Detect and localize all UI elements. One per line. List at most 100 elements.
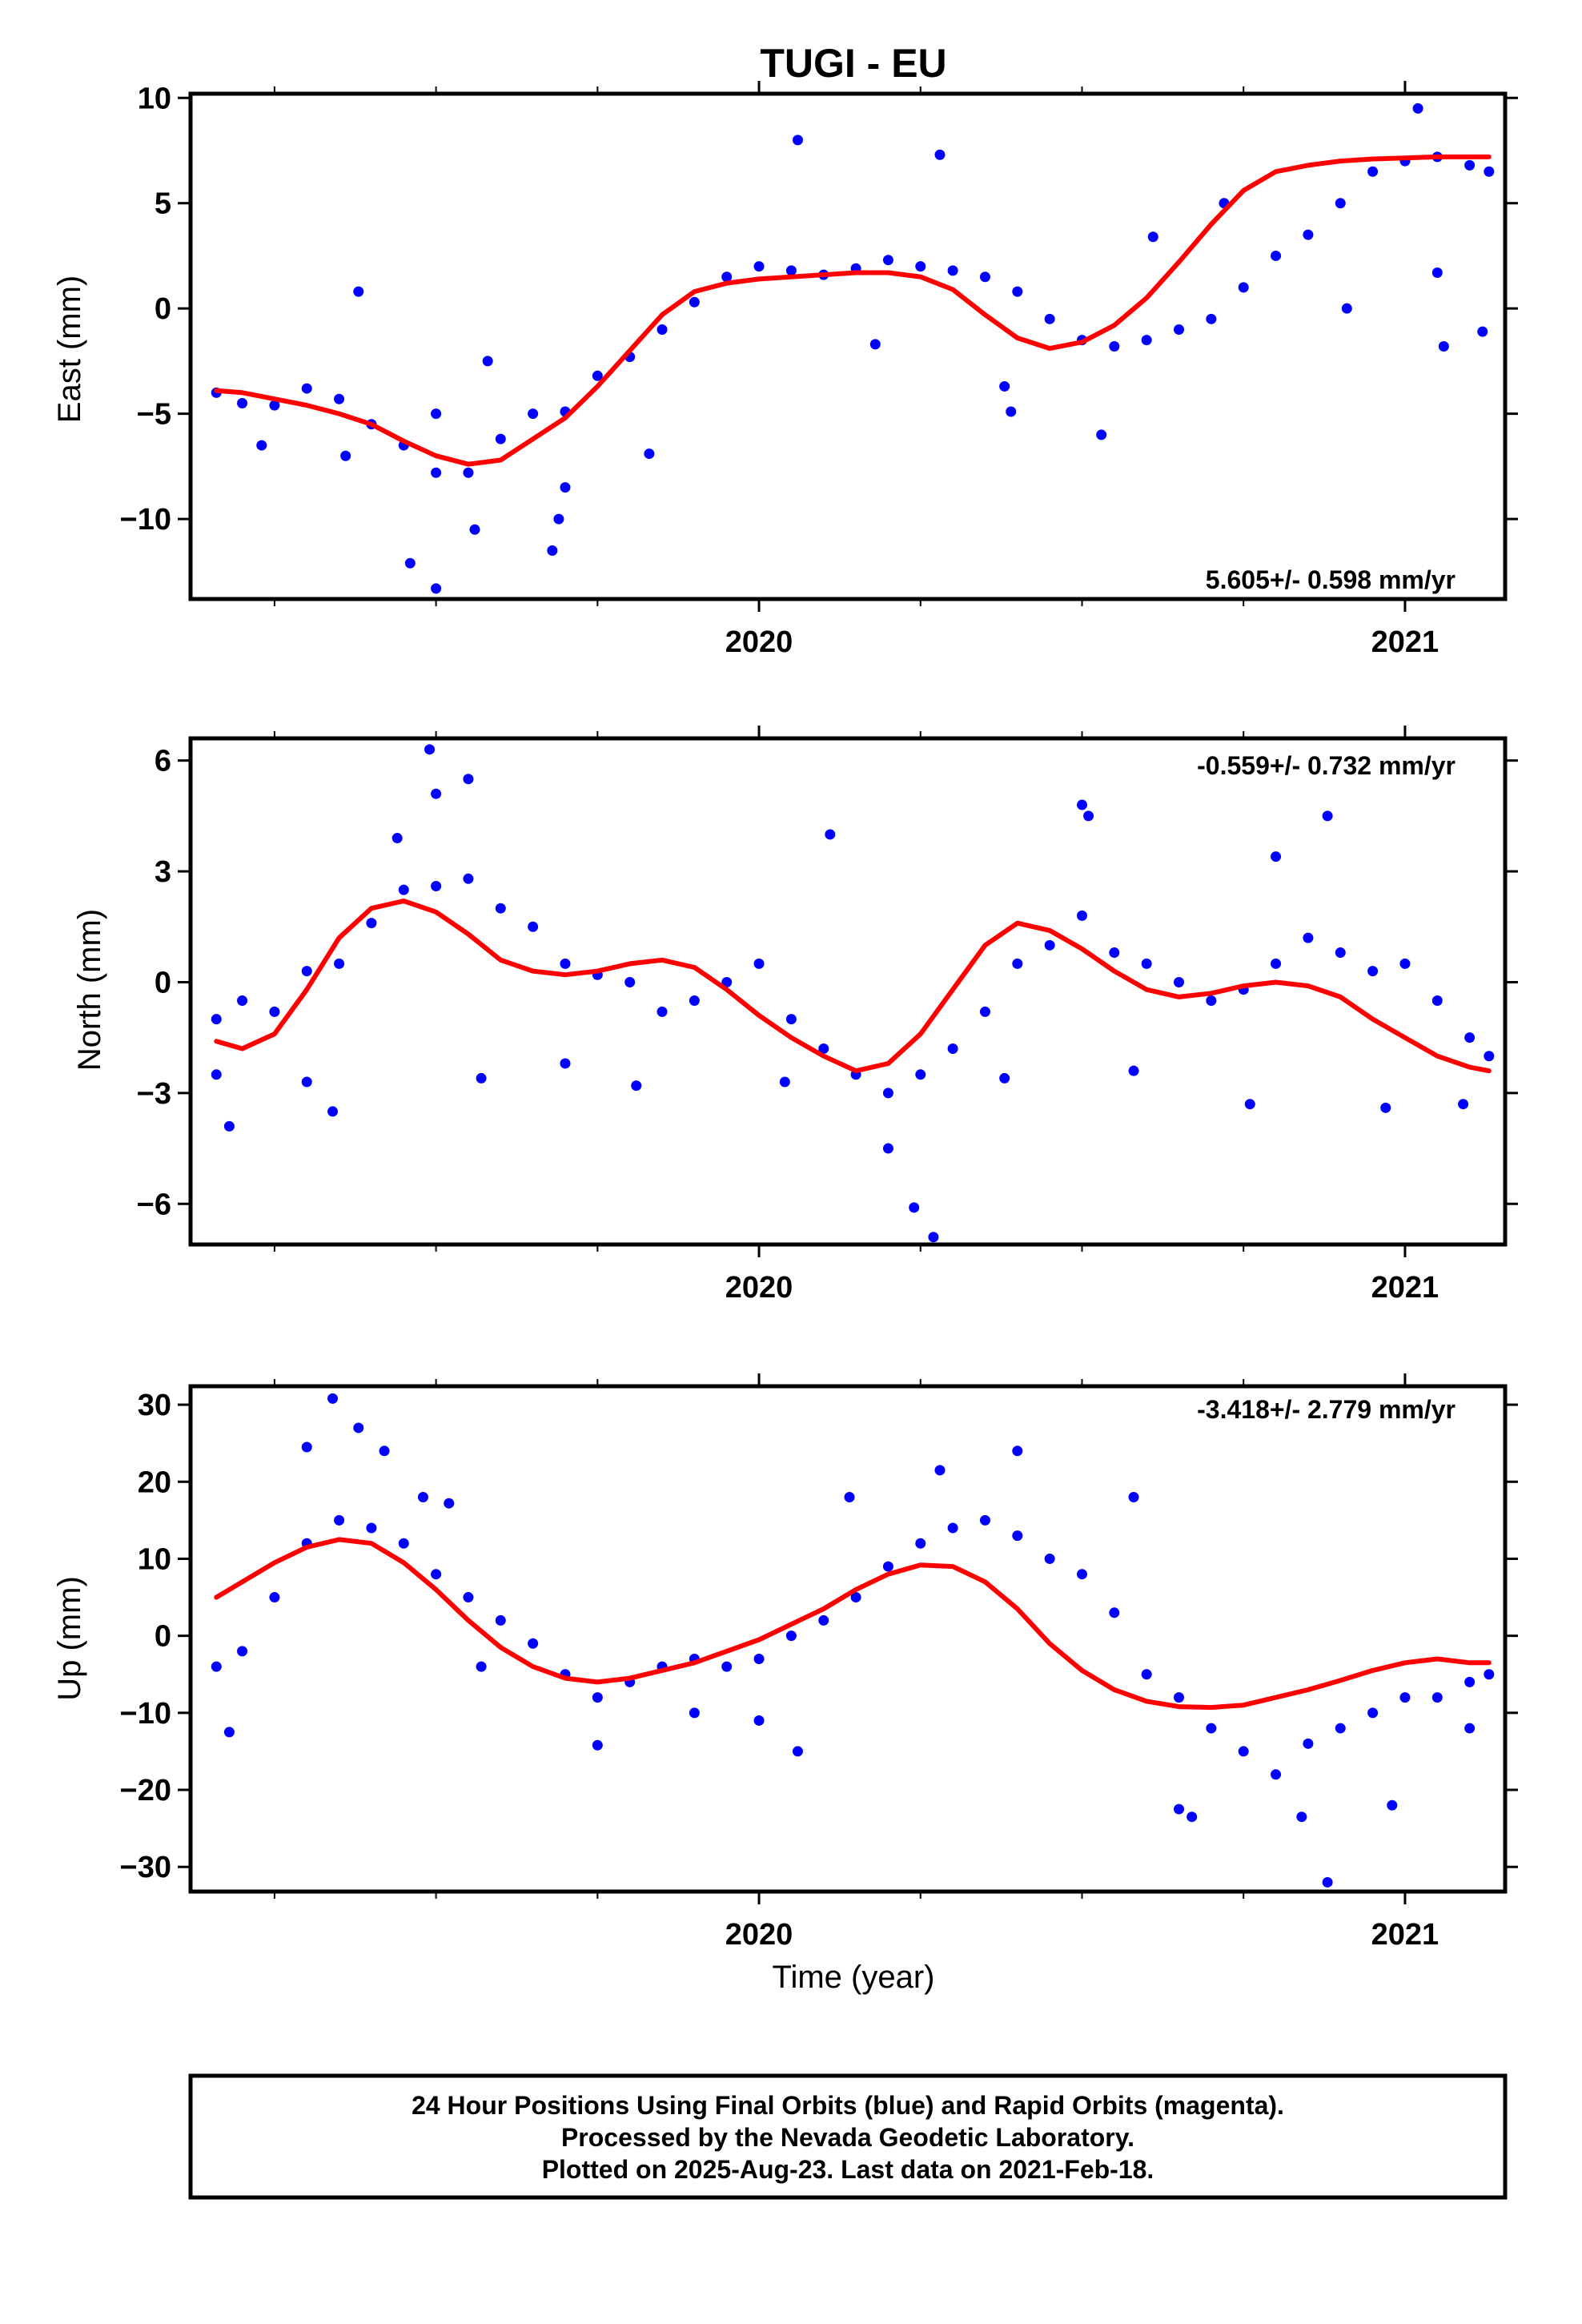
east-data-point: [463, 467, 474, 478]
up-data-point: [915, 1538, 926, 1549]
east-data-point: [934, 149, 946, 160]
up-data-point: [689, 1707, 700, 1719]
up-data-point: [1012, 1445, 1023, 1457]
east-data-point: [1484, 166, 1495, 177]
east-data-point: [553, 513, 564, 525]
north-data-point: [656, 1006, 668, 1017]
north-y-tick-label: 6: [155, 745, 171, 778]
north-data-point: [1141, 958, 1152, 969]
east-data-point: [999, 380, 1010, 392]
east-data-point: [915, 261, 926, 272]
north-data-point: [1244, 1099, 1255, 1110]
east-data-point: [1206, 313, 1217, 324]
north-data-point: [624, 976, 636, 987]
north-data-point: [1076, 799, 1087, 810]
east-data-point: [237, 397, 248, 408]
up-data-point: [1128, 1492, 1139, 1503]
up-data-point: [753, 1654, 765, 1665]
up-data-point: [269, 1592, 280, 1603]
up-y-tick-label: −30: [120, 1851, 171, 1884]
north-data-point: [560, 1058, 571, 1069]
east-plot-frame: [188, 91, 1508, 601]
up-data-point: [721, 1661, 733, 1672]
east-data-point: [1147, 231, 1158, 243]
north-rate-label: -0.559+/- 0.732 mm/yr: [1197, 751, 1456, 780]
east-data-point: [1006, 406, 1017, 417]
east-data-point: [1464, 159, 1476, 171]
caption-box: 24 Hour Positions Using Final Orbits (bl…: [188, 2073, 1508, 2200]
up-data-point: [1012, 1530, 1023, 1542]
up-data-point: [1387, 1799, 1398, 1811]
up-data-point: [1303, 1738, 1314, 1749]
up-data-point: [1271, 1769, 1282, 1780]
north-y-tick-label: 0: [155, 966, 171, 999]
east-data-point: [431, 408, 442, 420]
north-data-point: [398, 884, 409, 895]
north-data-point: [947, 1043, 958, 1055]
north-data-point: [882, 1088, 893, 1099]
east-data-point: [301, 383, 312, 394]
north-data-point: [1380, 1102, 1391, 1113]
east-data-point: [1096, 429, 1107, 440]
north-data-point: [1458, 1099, 1469, 1110]
east-data-point: [869, 339, 881, 350]
up-data-point: [476, 1661, 487, 1672]
east-data-point: [1431, 267, 1443, 278]
up-y-tick-label: 30: [138, 1389, 171, 1422]
up-data-point: [353, 1422, 364, 1433]
caption-frame: [188, 2073, 1508, 2200]
east-data-point: [979, 271, 990, 283]
x-axis-label: Time (year): [773, 1960, 935, 1995]
chart-title: TUGI - EU: [760, 41, 946, 86]
up-data-point: [1367, 1707, 1379, 1719]
north-data-point: [476, 1072, 487, 1084]
up-data-point: [1335, 1723, 1346, 1734]
east-data-point: [404, 557, 416, 569]
north-data-point: [269, 1006, 280, 1017]
north-data-point: [1271, 958, 1282, 969]
north-data-point: [1076, 910, 1087, 921]
up-data-point: [818, 1614, 829, 1626]
east-data-point: [644, 448, 655, 460]
east-data-point: [495, 433, 506, 444]
up-y-axis-label: Up (mm): [52, 1576, 87, 1701]
north-data-point: [327, 1106, 339, 1117]
north-plot-frame: [188, 736, 1508, 1247]
east-data-point: [1044, 313, 1055, 324]
north-y-tick-label: 3: [155, 855, 171, 889]
east-rate-label: 5.605+/- 0.598 mm/yr: [1206, 565, 1456, 594]
up-data-point: [882, 1561, 893, 1572]
north-data-point: [424, 744, 436, 755]
north-data-point: [779, 1076, 790, 1088]
up-data-point: [366, 1522, 377, 1534]
east-y-axis-label: East (mm): [52, 275, 87, 423]
east-data-point: [753, 261, 765, 272]
east-data-point: [1367, 166, 1379, 177]
north-data-point: [463, 774, 474, 785]
up-data-point: [495, 1614, 506, 1626]
up-data-point: [1464, 1676, 1476, 1687]
up-data-point: [1464, 1723, 1476, 1734]
up-data-point: [979, 1514, 990, 1526]
up-data-point: [850, 1592, 861, 1603]
up-model-curve: [214, 1537, 1492, 1711]
up-data-point: [1141, 1669, 1152, 1680]
north-data-point: [979, 1006, 990, 1017]
north-data-point: [528, 921, 539, 932]
up-data-point: [1174, 1692, 1185, 1703]
up-y-tick-label: 20: [138, 1466, 171, 1499]
north-y-tick-label: −3: [137, 1077, 171, 1111]
north-data-point: [1303, 932, 1314, 943]
north-data-point: [1484, 1051, 1495, 1062]
east-data-point: [1438, 341, 1449, 352]
east-data-point: [269, 400, 280, 411]
east-data-point: [1477, 326, 1488, 337]
east-data-point: [340, 450, 351, 461]
north-data-point: [463, 873, 474, 884]
north-data-point: [1174, 976, 1185, 987]
up-data-point: [785, 1630, 797, 1642]
east-data-point: [1303, 229, 1314, 240]
up-x-tick-label: 2020: [725, 1918, 793, 1952]
north-data-point: [1128, 1065, 1139, 1076]
up-rate-label: -3.418+/- 2.779 mm/yr: [1197, 1395, 1456, 1424]
